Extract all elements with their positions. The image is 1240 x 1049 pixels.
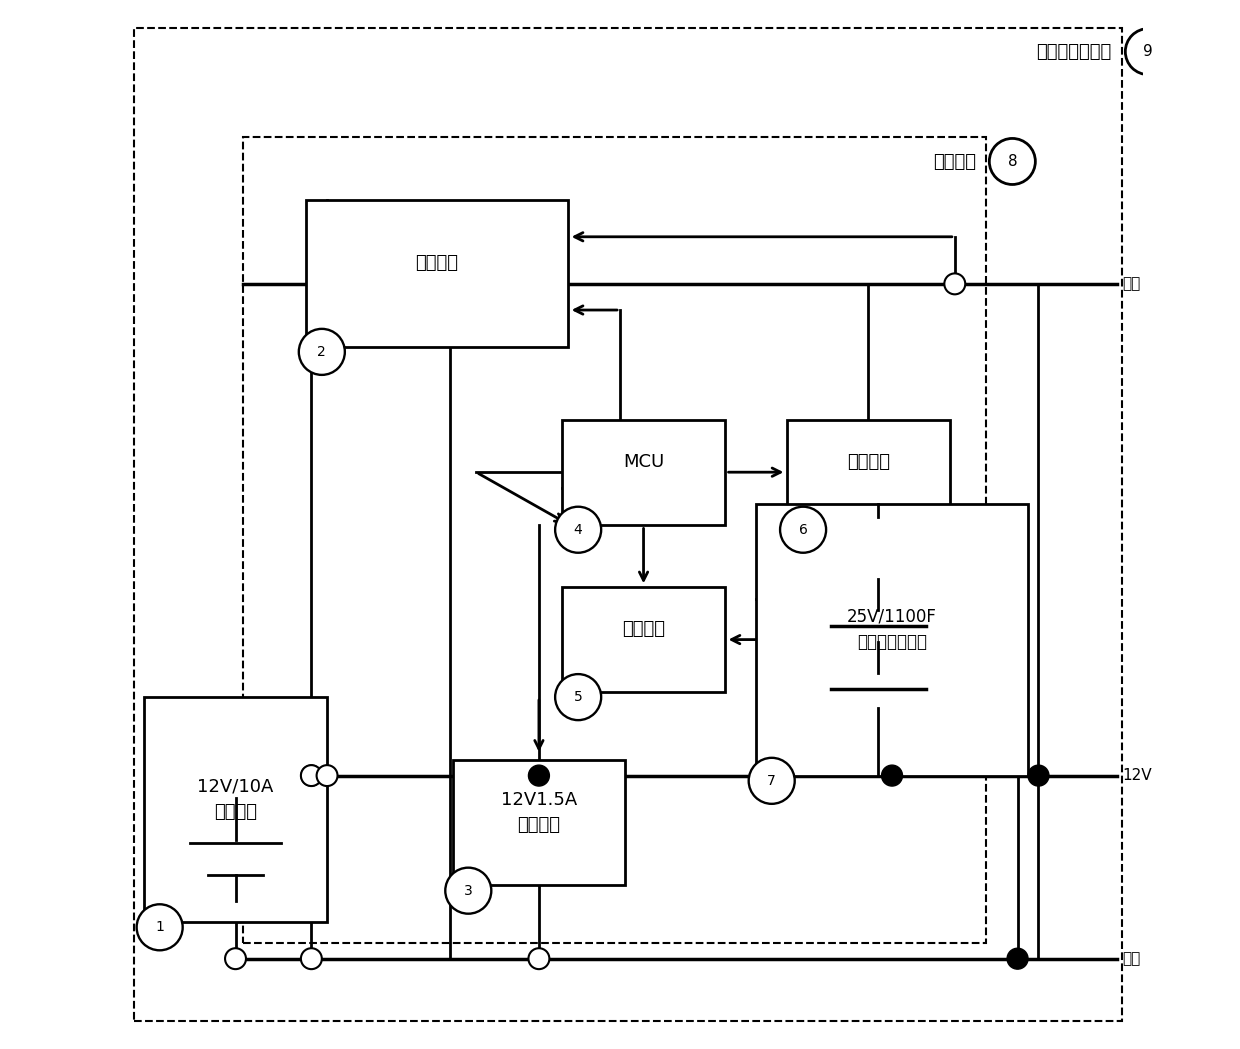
FancyBboxPatch shape: [787, 420, 950, 524]
Circle shape: [882, 765, 903, 786]
Text: 25V/1100F
超级电容器组件: 25V/1100F 超级电容器组件: [847, 607, 937, 650]
FancyBboxPatch shape: [563, 587, 724, 692]
Circle shape: [136, 904, 182, 950]
Circle shape: [224, 948, 246, 969]
Circle shape: [780, 507, 826, 553]
Circle shape: [301, 948, 322, 969]
Circle shape: [528, 948, 549, 969]
Circle shape: [301, 765, 322, 786]
Circle shape: [1007, 948, 1028, 969]
FancyBboxPatch shape: [453, 759, 625, 885]
Text: 4: 4: [574, 522, 583, 537]
Text: 5: 5: [574, 690, 583, 704]
Circle shape: [445, 868, 491, 914]
Text: 12V/10A
备用电池: 12V/10A 备用电池: [197, 777, 274, 820]
Text: 主正: 主正: [1122, 276, 1141, 292]
Text: 电压采集: 电压采集: [622, 620, 665, 638]
FancyBboxPatch shape: [306, 200, 568, 346]
Text: 充电模块: 充电模块: [415, 254, 459, 272]
Circle shape: [301, 765, 322, 786]
Circle shape: [1028, 765, 1049, 786]
Circle shape: [556, 507, 601, 553]
Circle shape: [749, 757, 795, 804]
Text: 超级电容器模组: 超级电容器模组: [1037, 43, 1112, 61]
Text: 3: 3: [464, 883, 472, 898]
Text: 1: 1: [155, 920, 164, 935]
Circle shape: [945, 274, 965, 295]
FancyBboxPatch shape: [756, 504, 1028, 775]
Text: 12V: 12V: [1122, 768, 1152, 784]
Circle shape: [556, 675, 601, 721]
Text: 8: 8: [1008, 154, 1017, 169]
Text: 电子开关: 电子开关: [847, 453, 890, 471]
Text: 12V1.5A
电源模块: 12V1.5A 电源模块: [501, 791, 577, 834]
Circle shape: [528, 765, 549, 786]
Text: 6: 6: [799, 522, 807, 537]
Text: 9: 9: [1143, 44, 1153, 59]
FancyBboxPatch shape: [144, 698, 327, 922]
Text: 控制装置: 控制装置: [932, 153, 976, 171]
Text: 2: 2: [317, 345, 326, 359]
FancyBboxPatch shape: [563, 420, 724, 524]
Circle shape: [299, 328, 345, 374]
Text: 7: 7: [768, 774, 776, 788]
Circle shape: [316, 765, 337, 786]
Text: MCU: MCU: [622, 453, 665, 471]
Text: 总负: 总负: [1122, 951, 1141, 966]
